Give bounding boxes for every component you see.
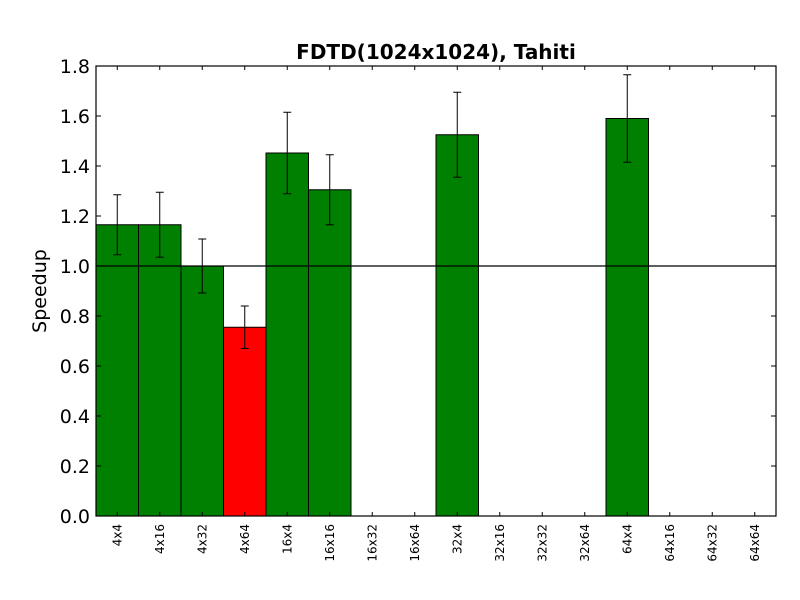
x-tick-label: 32x16 [493, 524, 507, 562]
y-axis: 0.0 0.2 0.4 0.6 0.8 1.0 1.2 1.4 1.6 1.8 [60, 56, 776, 528]
x-tick-label: 4x16 [153, 524, 167, 554]
bar [605, 118, 649, 517]
bar [308, 189, 352, 517]
y-tick-label: 1.0 [60, 256, 90, 278]
y-tick-label: 1.6 [60, 106, 90, 128]
bar [180, 265, 224, 517]
y-tick-label: 0.4 [60, 406, 90, 428]
chart-title: FDTD(1024x1024), Tahiti [296, 40, 576, 64]
x-tick-label: 64x16 [663, 524, 677, 562]
bar [95, 224, 139, 517]
x-tick-label: 16x16 [323, 524, 337, 562]
x-axis: 4x4 4x16 4x32 4x64 16x4 16x16 16x32 16x64 32x4 32… [110, 66, 762, 562]
x-tick-label: 64x64 [748, 524, 762, 562]
x-tick-label: 4x64 [238, 524, 252, 554]
x-tick-label: 4x32 [195, 524, 209, 554]
plot-frame [95, 65, 777, 517]
y-tick-label: 0.8 [60, 306, 90, 328]
y-tick-label: 1.8 [60, 56, 90, 78]
x-tick-label: 32x4 [450, 524, 464, 554]
bar [138, 224, 182, 517]
y-tick-label: 1.4 [60, 156, 90, 178]
y-tick-label: 0.6 [60, 356, 90, 378]
y-tick-label: 0.0 [60, 506, 90, 528]
y-axis-label: Speedup [29, 249, 51, 333]
error-bars-group [113, 74, 632, 349]
bars-group [95, 118, 649, 517]
y-tick-label: 0.2 [60, 456, 90, 478]
x-tick-label: 32x64 [578, 524, 592, 562]
bar [265, 152, 309, 517]
bar [223, 326, 267, 517]
x-tick-label: 4x4 [110, 524, 124, 546]
x-tick-label: 64x4 [620, 524, 634, 554]
y-tick-label: 1.2 [60, 206, 90, 228]
x-tick-label: 16x32 [365, 524, 379, 562]
bar [435, 134, 479, 517]
x-tick-label: 64x32 [705, 524, 719, 562]
x-tick-label: 16x4 [280, 524, 294, 554]
x-tick-label: 16x64 [408, 524, 422, 562]
x-tick-label: 32x32 [535, 524, 549, 562]
